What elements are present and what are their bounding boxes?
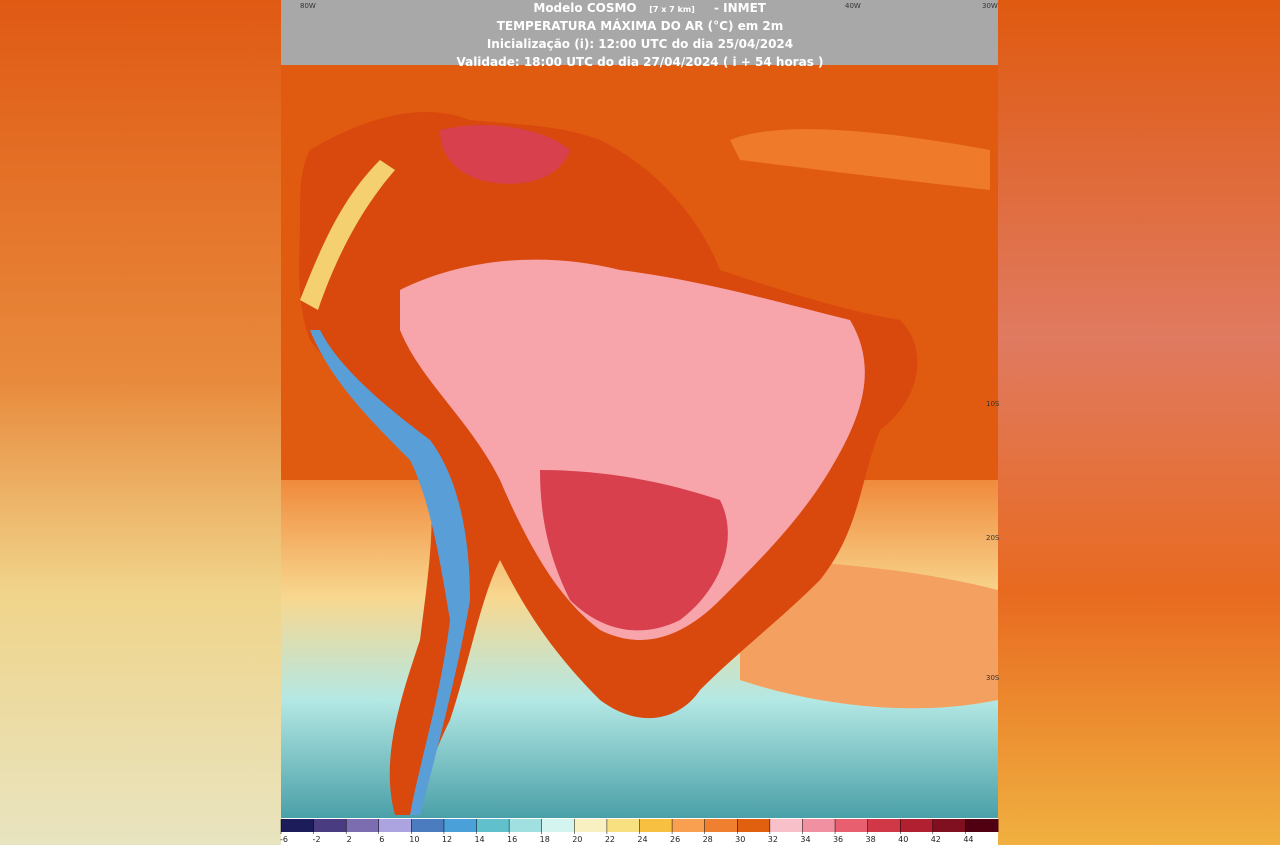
colorbar-swatch: [606, 819, 640, 832]
colorbar-label: 28: [703, 835, 713, 844]
model-name: Modelo COSMO: [533, 1, 636, 15]
colorbar-swatch: [932, 819, 966, 832]
colorbar-label: 14: [474, 835, 484, 844]
colorbar-swatch: [313, 819, 347, 832]
longitude-label: 80W: [300, 2, 316, 10]
colorbar-label: 24: [637, 835, 647, 844]
colorbar-label: 26: [670, 835, 680, 844]
latitude-label: 30S: [986, 674, 1000, 682]
colorbar-swatch: [346, 819, 380, 832]
colorbar-swatch: [281, 819, 315, 832]
colorbar-swatch: [476, 819, 510, 832]
colorbar-label: -6: [280, 835, 288, 844]
colorbar-swatch: [541, 819, 575, 832]
header-band: [281, 0, 998, 65]
colorbar-label: 18: [540, 835, 550, 844]
colorbar-swatch: [509, 819, 543, 832]
latitude-label: 10S: [986, 400, 1000, 408]
colorbar-label: 30: [735, 835, 745, 844]
andes: [300, 160, 395, 310]
colorbar-swatch: [639, 819, 673, 832]
colorbar-swatch: [704, 819, 738, 832]
andes: [310, 330, 470, 815]
colorbar-label: 44: [963, 835, 973, 844]
colorbar-swatch: [802, 819, 836, 832]
colorbar-swatch: [443, 819, 478, 832]
resolution: [7 x 7 km]: [649, 5, 695, 14]
blurred-background: [998, 0, 1280, 845]
colorbar-swatch: [411, 819, 445, 832]
colorbar-label: 38: [866, 835, 876, 844]
colorbar-label: 12: [442, 835, 452, 844]
colorbar-label: 10: [409, 835, 419, 844]
colorbar-label: 16: [507, 835, 517, 844]
colorbar-label: 6: [379, 835, 384, 844]
colorbar-swatch: [900, 819, 934, 832]
title: TEMPERATURA MÁXIMA DO AR (°C) em 2m: [497, 18, 784, 33]
warm-area: [740, 560, 998, 709]
valid-time: Validade: 18:00 UTC do dia 27/04/2024 ( …: [456, 55, 823, 69]
colorbar-swatch: [965, 819, 999, 832]
colorbar-swatch: [737, 819, 771, 832]
longitude-label: 30W: [982, 2, 998, 10]
hottest-area: [440, 125, 570, 184]
colorbar-label: 42: [931, 835, 941, 844]
colorbar-label: 40: [898, 835, 908, 844]
colorbar-swatch: [769, 819, 803, 832]
warm-area: [730, 129, 990, 190]
init-time: Inicialização (i): 12:00 UTC do dia 25/0…: [487, 37, 793, 51]
hottest-area: [540, 470, 728, 631]
colorbar-label: 20: [572, 835, 582, 844]
latitude-label: 20S: [986, 534, 1000, 542]
map: [281, 65, 998, 818]
colorbar-swatch: [378, 819, 412, 832]
agency: - INMET: [714, 1, 767, 15]
colorbar-label: 2: [347, 835, 352, 844]
colorbar-swatch: [867, 819, 901, 832]
colorbar-swatch: [835, 819, 869, 832]
colorbar-label: 32: [768, 835, 778, 844]
colorbar-label: 34: [800, 835, 810, 844]
colorbar: -6 -2 2 6 10 12 14 16 18 20 22 24 26 28 30 32 34 36 38 40 42…: [280, 819, 999, 844]
hot-area: [400, 259, 865, 640]
colorbar-label: 36: [833, 835, 843, 844]
colorbar-label: -2: [313, 835, 321, 844]
colorbar-swatch: [672, 819, 706, 832]
colorbar-swatch: [574, 819, 608, 832]
blurred-background: [0, 0, 281, 845]
colorbar-label: 22: [605, 835, 615, 844]
longitude-label: 40W: [845, 2, 861, 10]
